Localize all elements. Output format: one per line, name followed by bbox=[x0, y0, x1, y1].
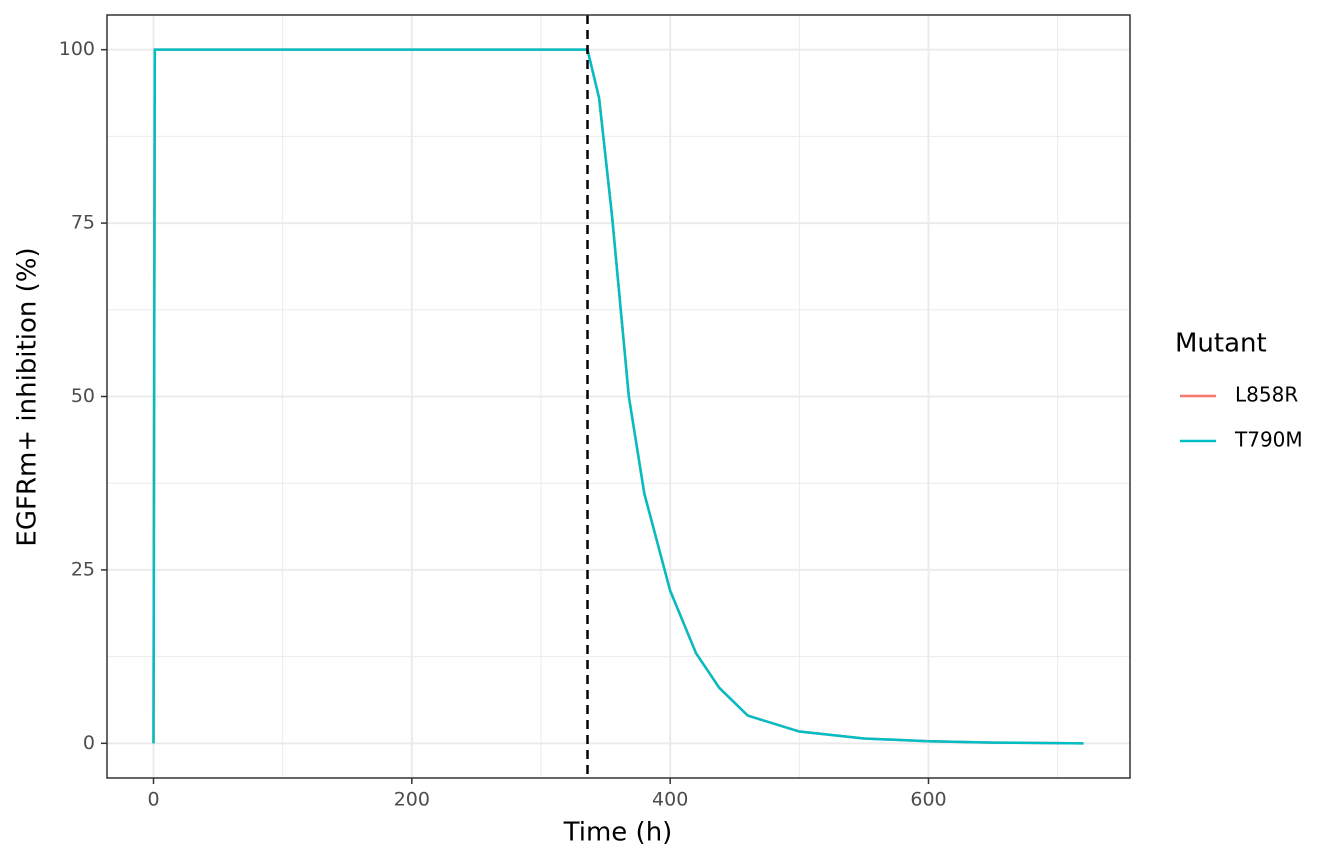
panel-border bbox=[106, 14, 1131, 779]
y-tick-label: 100 bbox=[59, 38, 95, 60]
x-tick-label: 600 bbox=[910, 789, 946, 811]
legend-label: T790M bbox=[1234, 428, 1303, 452]
y-tick-label: 75 bbox=[71, 212, 95, 234]
y-tick-label: 25 bbox=[71, 558, 95, 580]
x-tick-label: 0 bbox=[147, 789, 159, 811]
x-tick-label: 200 bbox=[394, 789, 430, 811]
x-tick-label: 400 bbox=[652, 789, 688, 811]
legend-title: Mutant bbox=[1175, 329, 1267, 359]
x-axis-title: Time (h) bbox=[563, 818, 673, 848]
y-tick-label: 0 bbox=[83, 732, 95, 754]
y-tick-label: 50 bbox=[71, 385, 95, 407]
y-axis-title: EGFRm+ inhibition (%) bbox=[13, 247, 43, 546]
series-line bbox=[152, 48, 1084, 745]
legend-label: L858R bbox=[1235, 383, 1298, 407]
